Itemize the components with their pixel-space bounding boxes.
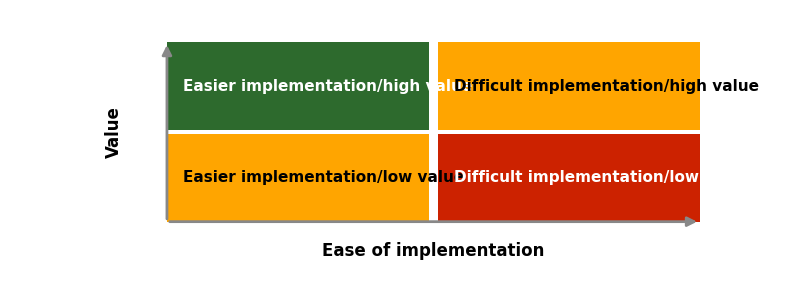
Text: Easier implementation/high value: Easier implementation/high value xyxy=(183,79,472,94)
Bar xyxy=(167,42,429,130)
Bar xyxy=(167,134,429,222)
Bar xyxy=(438,134,700,222)
Text: Difficult implementation/low value: Difficult implementation/low value xyxy=(454,170,751,185)
Text: Ease of implementation: Ease of implementation xyxy=(322,242,544,260)
Text: Difficult implementation/high value: Difficult implementation/high value xyxy=(454,79,759,94)
Bar xyxy=(438,42,700,130)
Text: Easier implementation/low value: Easier implementation/low value xyxy=(183,170,464,185)
Text: Value: Value xyxy=(104,106,123,158)
